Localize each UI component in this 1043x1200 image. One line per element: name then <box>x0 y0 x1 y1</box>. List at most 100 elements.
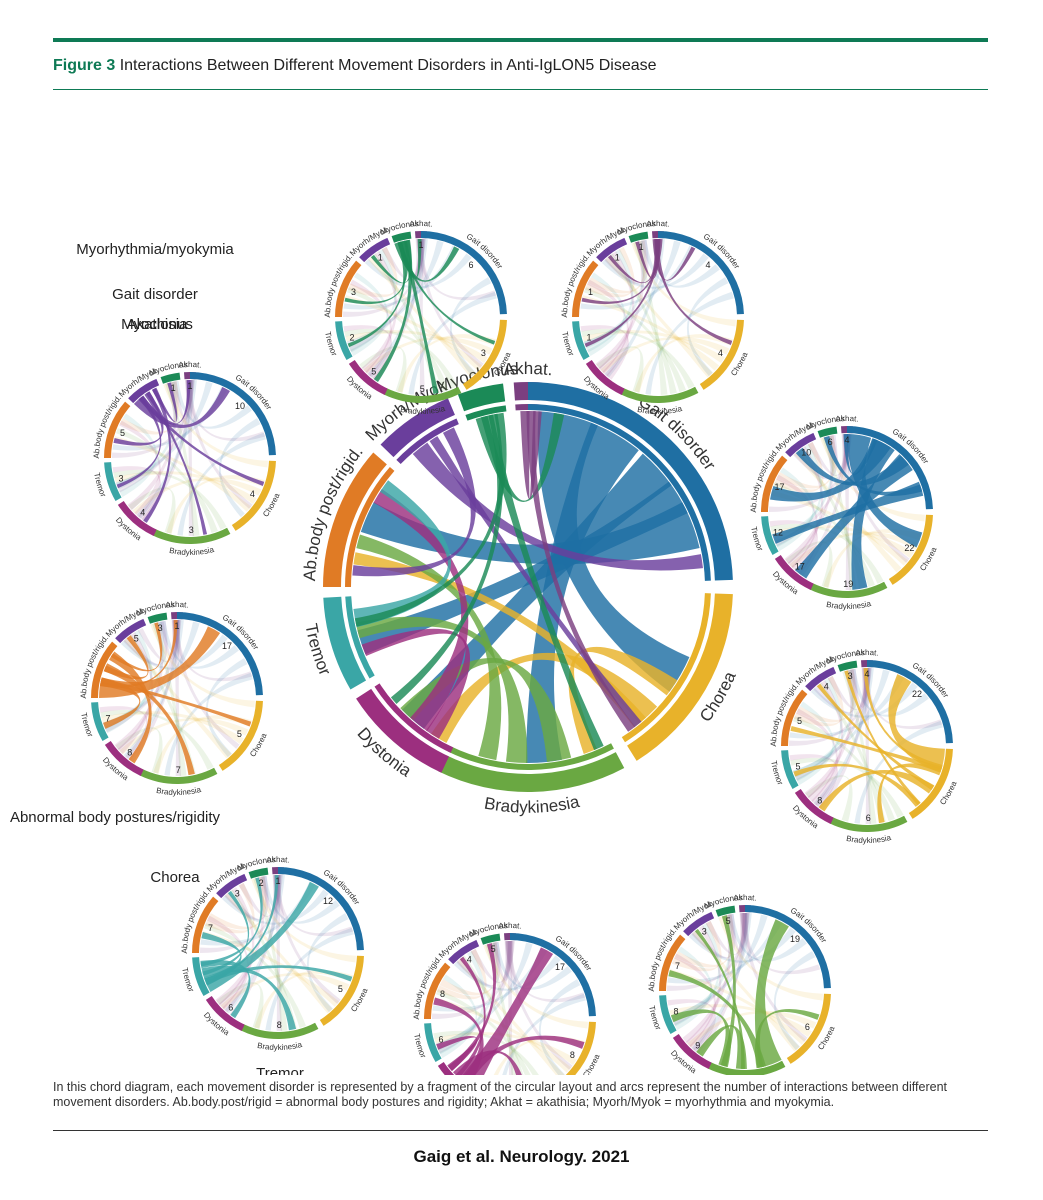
diagram-chorea-label-akhat: Akhat. <box>855 648 879 658</box>
diagram-tremor-value-akhat: 1 <box>275 876 280 886</box>
diagram-abpost-ribbon-abpost-myorh <box>103 635 149 680</box>
diagram-myoclonus-value-akhat: 1 <box>418 240 423 250</box>
diagram-akathisia-ribbon-brady-tremor <box>581 328 695 389</box>
diagram-myoclonus-value-gait: 6 <box>469 260 474 270</box>
diagram-chorea-ribbon-tremor-myorh <box>794 678 843 782</box>
diagram-tremor-ribbon-brady-dystonia <box>216 982 264 1029</box>
diagram-abpost-ribbon-abpost-gait <box>99 626 221 698</box>
diagram-myorhythmia: Akhat.Gait disorderChoreaBradykinesiaDys… <box>76 241 282 557</box>
main-diagram-ribbon-tremor-abpost <box>353 480 451 628</box>
diagram-chorea-segment-chorea <box>908 748 953 819</box>
diagram-abpost-value-dystonia: 8 <box>127 747 132 757</box>
diagram-akathisia-segment-myorh <box>596 237 628 263</box>
main-diagram-ribbon-brady-abpost <box>356 534 502 761</box>
diagram-bradykinesia-values: 19 6 9 8 7 3 5 <box>673 916 809 1050</box>
diagram-abpost-ribbon-brady-dystonia <box>115 727 163 774</box>
diagram-myorhythmia-ribbon-brady-dystonia <box>128 487 176 534</box>
diagram-myoclonus-ribbon-chorea-tremor <box>345 330 488 364</box>
diagram-abpost-ribbon-chorea-myorh <box>123 637 232 759</box>
diagram-tremor-ribbon-chorea-myoclonus <box>251 878 356 963</box>
diagram-dystonia-segment-abpost <box>424 962 451 1019</box>
diagram-tremor-value-chorea: 5 <box>338 984 343 994</box>
diagram-bradykinesia-segment-dystonia <box>672 1034 712 1069</box>
diagram-abpost-segment-brady <box>139 767 218 784</box>
diagram-bradykinesia-value-tremor: 8 <box>673 1006 678 1016</box>
diagram-akathisia-value-tremor: 1 <box>586 332 591 342</box>
diagram-tremor-value-myorh: 3 <box>235 889 240 899</box>
diagram-dystonia-ribbon-gait-brady <box>502 993 586 1075</box>
diagram-akathisia-segment-abpost <box>572 260 599 317</box>
diagram-dystonia-ribbon-akhat-myorh <box>470 941 512 983</box>
main-diagram-segment-myoclonus <box>465 405 507 421</box>
diagram-akathisia-ribbon-chorea-tremor <box>582 330 725 364</box>
diagram-bradykinesia-ribbon-tremor-myorh <box>672 923 721 1027</box>
diagram-bradykinesia-value-myorh: 3 <box>702 927 707 937</box>
diagram-bradykinesia-value-dystonia: 9 <box>695 1040 700 1050</box>
diagram-myoclonus-ribbon-tremor-abpost <box>350 272 389 356</box>
diagram-bradykinesia-segment-myoclonus <box>715 905 736 917</box>
diagram-chorea-ribbon-tremor-abpost <box>796 701 835 785</box>
figure-title: Interactions Between Different Movement … <box>119 57 657 74</box>
diagram-tremor-ribbon-tremor-abpost <box>201 931 242 986</box>
diagram-gait-ribbon-akhat-myoclonus <box>828 434 849 474</box>
figure-caption: In this chord diagram, each movement dis… <box>53 1080 947 1109</box>
diagram-myorhythmia-ribbon-chorea-tremor <box>114 471 257 505</box>
diagram-myoclonus-label-brady: Bradykinesia <box>400 404 447 416</box>
diagram-dystonia-ribbon-dystonia-gait <box>462 947 554 1075</box>
diagram-tremor-label-brady: Bradykinesia <box>257 1040 304 1052</box>
diagram-tremor-ribbon-abpost-myoclonus <box>207 876 267 930</box>
diagram-gait-ribbon-gait-dystonia <box>795 454 913 579</box>
diagram-myoclonus-ribbon-myoclonus-brady <box>400 240 439 394</box>
diagram-akathisia-ribbon-brady-myorh <box>608 253 677 395</box>
diagram-chorea-ribbon-dystonia-tremor <box>789 754 838 809</box>
diagram-chorea-ribbon-chorea-abpost <box>790 725 943 773</box>
diagram-tremor-label-akhat: Akhat. <box>266 855 290 865</box>
diagram-chorea-value-gait: 22 <box>912 689 922 699</box>
diagram-dystonia-ribbon-gait-chorea <box>538 979 581 1075</box>
diagram-chorea-ribbon-akhat-gait <box>862 668 942 730</box>
diagram-chorea-value-brady: 6 <box>866 813 871 823</box>
main-diagram-outer-segment-myoclonus <box>457 383 506 412</box>
diagram-dystonia-value-abpost: 8 <box>440 989 445 999</box>
diagram-tremor-ribbon-dystonia-abpost <box>207 915 249 1013</box>
main-diagram-segment-abpost <box>345 466 395 587</box>
main-diagram-ribbon-chorea-brady <box>568 646 678 754</box>
diagram-dystonia-ribbon-brady-abpost <box>436 989 531 1075</box>
diagram-myorhythmia-ribbon-dystonia-tremor <box>112 466 161 521</box>
diagram-akathisia-value-abpost: 1 <box>588 287 593 297</box>
diagram-dystonia-segment-gait <box>510 933 596 1017</box>
main-diagram-segment-tremor <box>345 596 375 679</box>
diagram-bradykinesia-ribbon-chorea-myorh <box>691 930 800 1052</box>
main-diagram: Akhat.Gait disorderChoreaBradykinesiaDys… <box>300 359 740 817</box>
diagram-tremor-ribbon-tremor-myoclonus <box>200 877 263 967</box>
diagram-akathisia-segment-dystonia <box>585 360 625 395</box>
diagram-myoclonus-ribbons <box>343 238 497 395</box>
diagram-bradykinesia-ribbon-akhat-myoclonus <box>726 913 747 953</box>
diagram-akathisia-ribbon-tremor-abpost <box>587 272 626 356</box>
main-diagram-segment-brady <box>447 743 614 770</box>
diagram-chorea-ribbon-tremor-myoclonus <box>793 669 855 778</box>
diagram-tremor-ribbon-gait-dystonia <box>224 875 285 1014</box>
diagram-abpost-value-akhat: 1 <box>174 621 179 631</box>
diagram-myoclonus-segment-chorea <box>462 319 507 390</box>
diagram-abpost-ribbon-abpost-chorea <box>100 677 252 727</box>
main-diagram-ribbon-myoclonus-dystonia <box>390 413 504 704</box>
diagram-gait-value-brady: 19 <box>843 579 853 589</box>
diagram-gait-ribbon-tremor-myoclonus <box>773 435 835 544</box>
diagram-akathisia-ribbon-akhat-chorea <box>654 238 733 345</box>
diagram-abpost-ribbon-brady-tremor <box>100 709 214 770</box>
diagram-chorea-value-tremor: 5 <box>795 761 800 771</box>
diagram-bradykinesia-ribbon-gait-dystonia <box>691 913 752 1052</box>
diagram-myorhythmia-ribbon-myorh-tremor <box>116 396 162 489</box>
diagram-chorea-segment-dystonia <box>794 789 834 824</box>
diagram-myorhythmia-value-dystonia: 4 <box>140 507 145 517</box>
diagram-bradykinesia-ribbon-akhat-chorea <box>740 913 808 1042</box>
diagram-akathisia-ribbon-gait-myorh <box>601 253 709 289</box>
diagram-chorea-ribbon-chorea-myorh <box>816 683 934 791</box>
diagram-bradykinesia-value-gait: 19 <box>790 934 800 944</box>
main-diagram-ribbon-gait-tremor <box>357 481 688 655</box>
main-diagram-outer-segment-myorh <box>380 398 455 458</box>
diagram-abpost-value-brady: 7 <box>176 765 181 775</box>
diagram-myoclonus-ring <box>335 231 507 403</box>
diagram-akathisia-ribbon-gait-chorea <box>686 277 729 377</box>
